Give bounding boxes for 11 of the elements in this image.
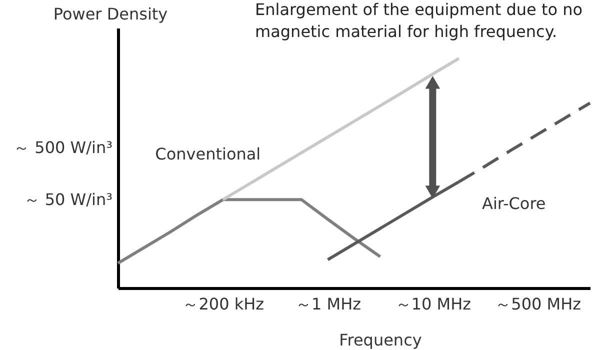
y-tick-label: ～ 500 W/in³ xyxy=(14,138,112,158)
x-tick-label: ～1 MHz xyxy=(296,294,362,314)
x-axis-title: Frequency xyxy=(339,330,422,350)
y-tick-label: ～ 50 W/in³ xyxy=(24,190,112,210)
x-tick-label: ～500 MHz xyxy=(495,294,581,314)
x-tick-label: ～200 kHz xyxy=(182,294,264,314)
series-label: Air-Core xyxy=(482,194,546,213)
y-axis-title: Power Density xyxy=(53,4,168,24)
x-tick-label: ～10 MHz xyxy=(395,294,472,314)
annotation: Enlargement of the equipment due to no magnetic material for high frequency. xyxy=(255,0,583,41)
text: Conventional xyxy=(155,144,261,164)
